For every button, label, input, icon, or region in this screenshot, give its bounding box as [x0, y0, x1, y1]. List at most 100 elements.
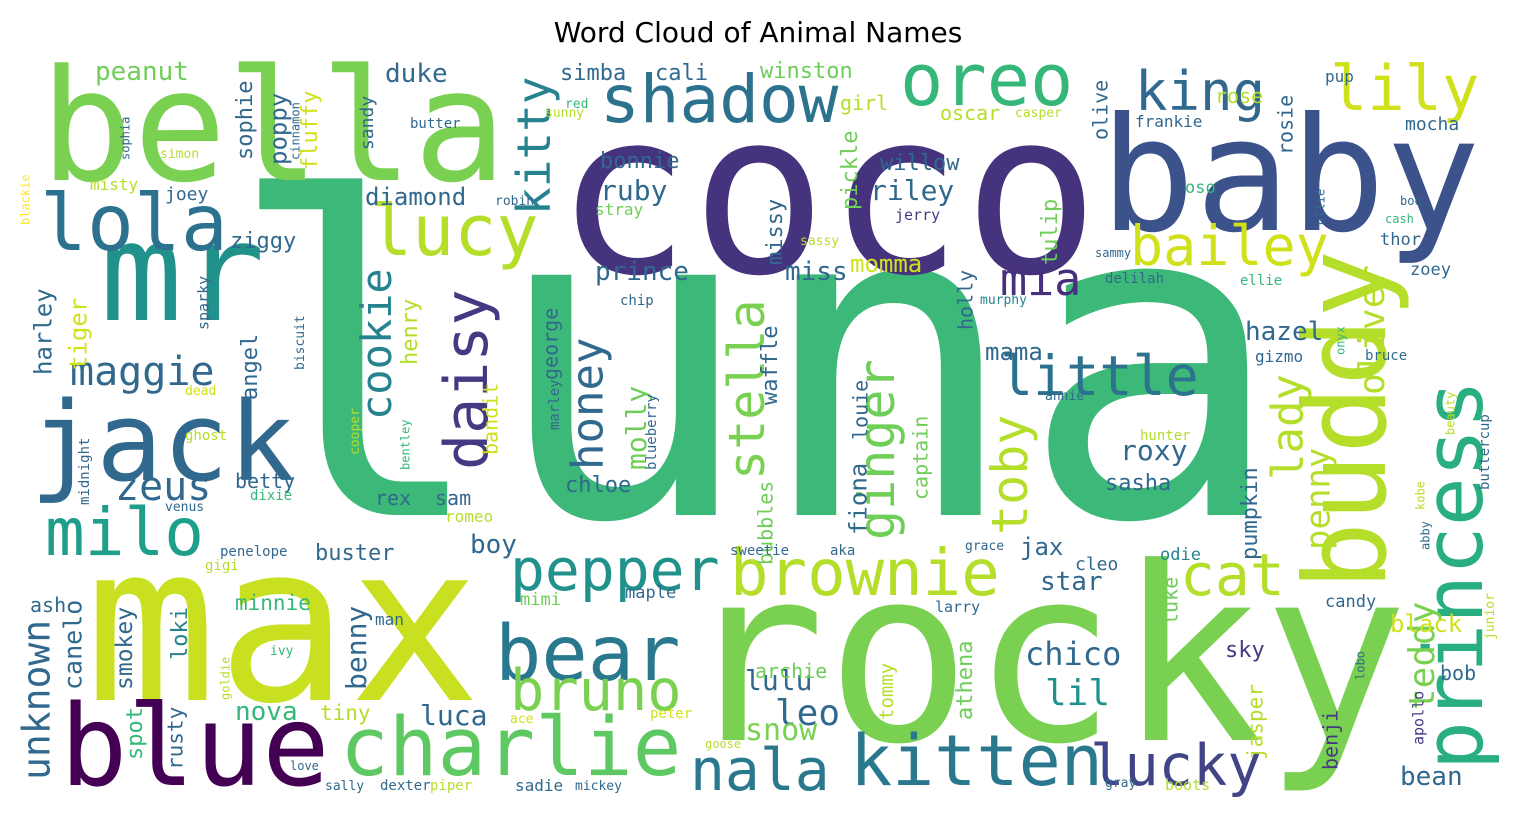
word: black	[1390, 610, 1463, 638]
word: luke	[1159, 577, 1183, 625]
word: kitty	[507, 77, 561, 215]
word: teddy	[1402, 602, 1443, 710]
word: simba	[560, 61, 626, 86]
word: momma	[850, 250, 922, 278]
word: sweetie	[730, 543, 789, 559]
word: onyx	[1333, 326, 1347, 355]
word: biscuit	[293, 315, 308, 370]
word: rusty	[163, 707, 187, 770]
word: archie	[755, 659, 827, 683]
word: red	[565, 97, 588, 112]
word: jasper	[1243, 684, 1267, 760]
word: tommy	[876, 663, 898, 720]
word: sally	[325, 779, 364, 794]
word: sparky	[195, 276, 213, 330]
word: buddy	[1280, 250, 1412, 590]
word: larry	[935, 598, 980, 616]
word: sophia	[118, 117, 132, 160]
word: piper	[430, 778, 472, 794]
word: waffle	[758, 326, 783, 405]
word: tiger	[65, 298, 93, 370]
word: sophie	[233, 81, 258, 160]
word: rex	[375, 486, 411, 510]
word: nala	[690, 736, 830, 804]
word: goldie	[218, 657, 232, 700]
word: rose	[1215, 84, 1263, 108]
word: simon	[160, 147, 199, 162]
word: ash	[30, 593, 66, 617]
word: bruno	[510, 658, 682, 724]
word: bentley	[398, 419, 412, 470]
word: maple	[625, 583, 676, 603]
word: prince	[595, 257, 689, 287]
word: louie	[849, 380, 873, 440]
word: jax	[1020, 533, 1063, 561]
word: captain	[909, 416, 933, 500]
word: minnie	[235, 591, 311, 615]
word: goose	[705, 737, 741, 751]
word: dexter	[380, 778, 431, 794]
word: pup	[1325, 67, 1354, 86]
word: mia	[1000, 253, 1081, 306]
word: missy	[763, 199, 788, 265]
word: gigi	[205, 558, 239, 574]
word: pumpkin	[1238, 467, 1263, 560]
word: princess	[1408, 380, 1502, 770]
word: sandy	[357, 96, 378, 150]
word: chloe	[565, 473, 631, 498]
word: hazel	[1245, 317, 1323, 347]
word: frankie	[1135, 112, 1202, 131]
word: peanut	[95, 57, 189, 87]
word: bean	[1400, 762, 1463, 792]
word: cash	[1385, 212, 1414, 226]
word: blue	[60, 682, 330, 812]
word: mocha	[1405, 114, 1459, 135]
word: ivy	[270, 644, 294, 659]
word: canelo	[59, 600, 88, 690]
word: nova	[235, 697, 298, 727]
word: robin	[495, 194, 534, 209]
word: stray	[595, 200, 644, 219]
word: oreo	[900, 38, 1073, 122]
word: jack	[30, 378, 295, 506]
word: rocky	[680, 516, 1408, 798]
word: love	[290, 759, 319, 773]
word: sadie	[515, 776, 563, 795]
word: blackie	[18, 174, 32, 225]
word: harley	[30, 288, 58, 375]
word: milo	[45, 494, 204, 571]
word: bella	[40, 36, 507, 217]
word: misty	[90, 175, 139, 194]
word: sunny	[545, 106, 584, 121]
word: junior	[1483, 593, 1498, 640]
word: tiny	[320, 701, 371, 725]
word: max	[85, 497, 481, 752]
word: ollie	[1313, 189, 1327, 225]
word: baby	[1100, 84, 1481, 268]
word: lucy	[370, 190, 539, 272]
word: hunter	[1140, 428, 1191, 444]
word: lobo	[1353, 651, 1367, 680]
word: winston	[760, 59, 853, 84]
word: gizmo	[1255, 347, 1303, 366]
word: george	[539, 308, 563, 380]
word: cat	[1180, 541, 1285, 609]
word: ruby	[600, 174, 667, 207]
word: cooper	[348, 408, 363, 455]
word: ziggy	[230, 229, 296, 254]
word: loki	[168, 607, 193, 660]
word: boo	[1400, 194, 1422, 208]
word: lil	[1045, 673, 1110, 714]
word: shadow	[600, 61, 839, 138]
word: peter	[650, 706, 692, 722]
word: bandit	[479, 383, 503, 455]
word: delilah	[1105, 271, 1164, 287]
word: sammy	[1095, 246, 1131, 260]
word: venus	[165, 500, 204, 515]
word: girl	[840, 91, 888, 115]
word: chico	[1025, 635, 1121, 673]
word: murphy	[980, 293, 1027, 308]
